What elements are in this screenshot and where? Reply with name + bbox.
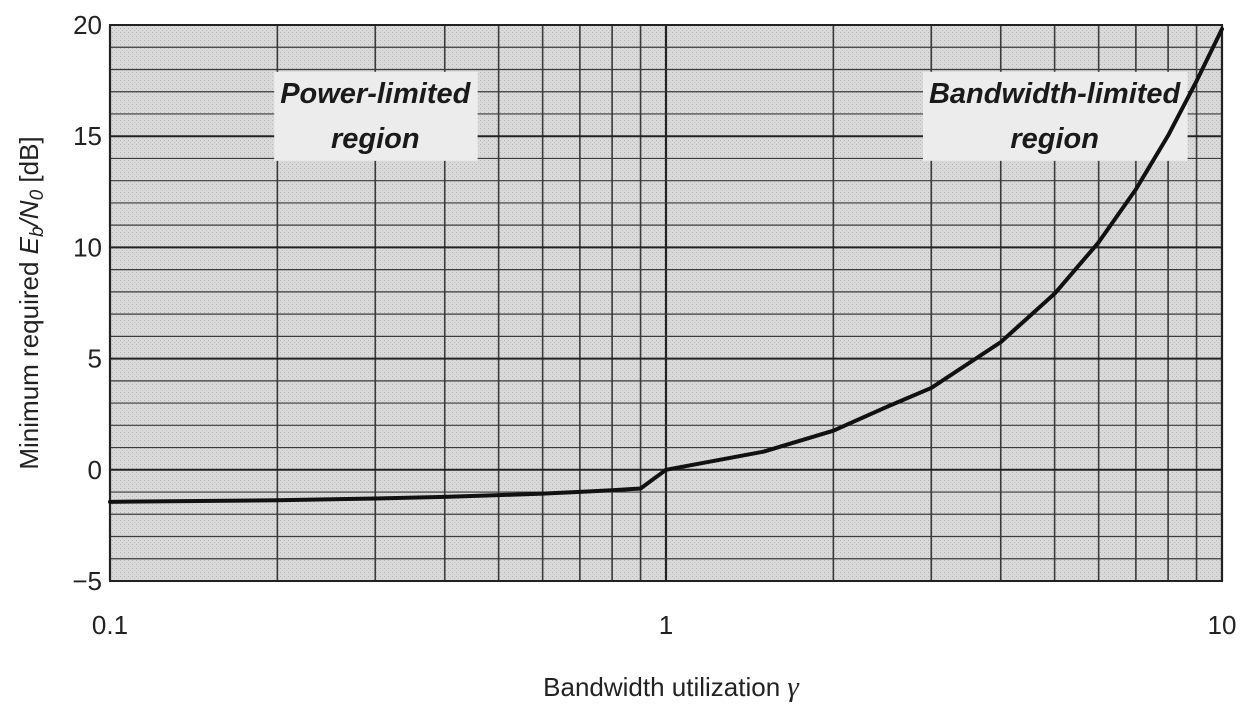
x-tick-label: 1 <box>659 610 673 640</box>
annotation-power-limited: Power-limited region <box>280 78 471 155</box>
plot-frame <box>109 24 1223 582</box>
y-tick-label: 5 <box>88 344 102 374</box>
data-point <box>541 492 545 496</box>
region-label-title: Power-limited <box>280 78 471 110</box>
y-axis-label: Minimum required Eb/N0 [dB] <box>14 136 48 469</box>
data-point <box>1195 79 1199 83</box>
region-label-subtitle: region <box>1010 123 1099 155</box>
data-point <box>1097 240 1101 244</box>
data-point <box>664 468 668 472</box>
data-point <box>610 488 614 492</box>
y-tick-label: 0 <box>88 455 102 485</box>
x-tick-label: 0.1 <box>92 610 128 640</box>
y-tick-label: 10 <box>73 232 102 262</box>
data-point <box>1166 134 1170 138</box>
data-point <box>831 429 835 433</box>
data-point <box>999 340 1003 344</box>
data-point <box>639 486 643 490</box>
region-label-subtitle: region <box>331 123 420 155</box>
x-axis-label: Bandwidth utilization γ <box>543 671 800 703</box>
data-point <box>1053 292 1057 296</box>
data-point <box>1134 187 1138 191</box>
data-point <box>762 450 766 454</box>
data-point <box>373 496 377 500</box>
region-label-box <box>922 71 1188 161</box>
data-point <box>1220 27 1224 31</box>
region-label-title: Bandwidth-limited <box>929 78 1182 110</box>
y-tick-label: 15 <box>73 121 102 151</box>
data-point <box>497 493 501 497</box>
x-tick-label: 10 <box>1208 610 1237 640</box>
y-tick-label: 20 <box>73 10 102 40</box>
data-point <box>885 405 889 409</box>
data-point <box>443 495 447 499</box>
data-point <box>275 498 279 502</box>
region-label-box <box>274 71 478 161</box>
data-point <box>578 490 582 494</box>
annotation-bandwidth-limited: Bandwidth-limited region <box>929 78 1182 155</box>
y-tick-label: −5 <box>72 566 102 596</box>
data-point <box>108 500 112 504</box>
data-point <box>929 386 933 390</box>
